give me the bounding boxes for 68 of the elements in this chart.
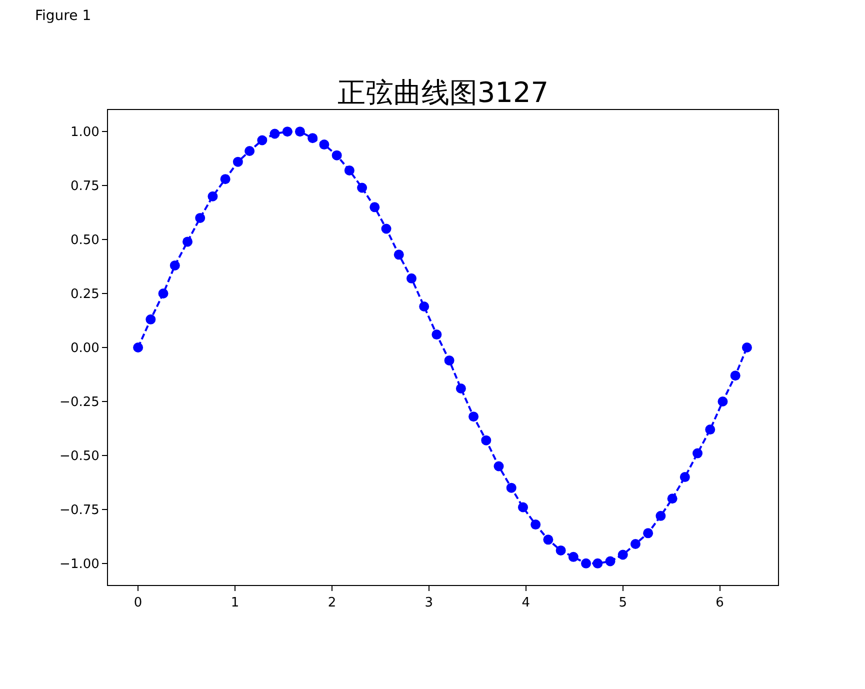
chart-title: 正弦曲线图3127 <box>337 76 549 109</box>
point <box>332 150 342 160</box>
x-tick-label: 6 <box>716 596 724 611</box>
point <box>494 461 504 472</box>
y-tick-label: 0.75 <box>70 179 100 194</box>
point <box>357 182 368 193</box>
point <box>506 482 516 493</box>
point <box>308 133 318 144</box>
x-tick-label: 5 <box>618 596 627 611</box>
point <box>257 135 268 146</box>
point <box>158 288 168 299</box>
point <box>667 494 678 504</box>
point <box>680 472 690 482</box>
caption: Figure 1 <box>35 8 92 24</box>
point <box>282 126 292 137</box>
point <box>592 558 603 568</box>
point <box>270 128 280 139</box>
point <box>556 545 566 556</box>
point <box>581 558 592 568</box>
point <box>344 165 354 176</box>
point <box>656 510 666 521</box>
point <box>605 556 616 566</box>
x-tick-label: 2 <box>328 596 336 611</box>
point <box>618 550 628 560</box>
point <box>406 273 416 284</box>
x-tick-label: 0 <box>134 596 142 611</box>
point <box>146 314 156 324</box>
point <box>730 370 740 381</box>
x-tick-label: 1 <box>230 596 240 611</box>
point <box>195 212 206 223</box>
point <box>182 236 193 247</box>
point <box>232 156 243 167</box>
y-tick-label: −0.50 <box>60 449 100 464</box>
y-tick-label: 0.25 <box>70 287 100 302</box>
point <box>394 250 404 260</box>
point <box>133 342 144 352</box>
point <box>692 448 703 458</box>
point <box>244 146 255 156</box>
point <box>419 301 430 312</box>
point <box>294 126 305 137</box>
point <box>568 552 578 562</box>
point <box>319 140 330 150</box>
y-tick-label: 0.00 <box>70 341 100 356</box>
point <box>456 384 466 394</box>
point <box>705 424 716 435</box>
y-tick-label: −0.25 <box>60 395 100 410</box>
x-tick-label: 3 <box>424 596 434 611</box>
point <box>530 520 541 530</box>
point <box>518 502 528 512</box>
y-tick-label: −1.00 <box>60 556 100 572</box>
point <box>630 538 640 549</box>
point <box>208 191 218 202</box>
point <box>170 260 180 270</box>
point <box>381 224 392 234</box>
point <box>370 202 380 212</box>
point <box>220 174 230 184</box>
y-tick-label: −0.75 <box>60 502 100 518</box>
point <box>742 342 752 352</box>
point <box>543 534 554 545</box>
point <box>432 330 442 340</box>
point <box>643 528 654 538</box>
x-tick-label: 4 <box>522 596 530 611</box>
point <box>468 412 479 422</box>
point <box>444 355 454 366</box>
y-tick-label: 0.50 <box>70 233 100 248</box>
y-tick-label: 1.00 <box>70 125 100 140</box>
point <box>718 396 728 406</box>
point <box>481 435 492 446</box>
